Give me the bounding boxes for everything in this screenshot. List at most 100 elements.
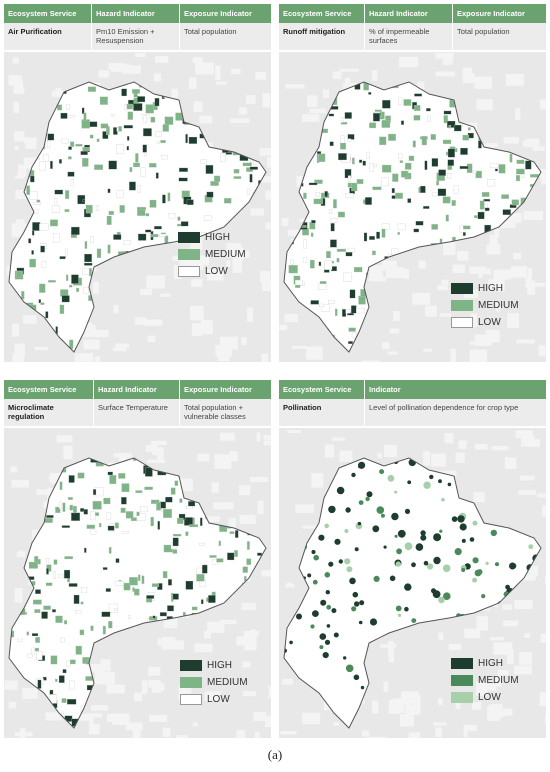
- census-block: [249, 681, 255, 685]
- census-block: [438, 169, 446, 176]
- municipality-boundary: [283, 81, 542, 353]
- census-block: [61, 711, 64, 716]
- census-block: [69, 504, 74, 511]
- census-block: [284, 289, 290, 298]
- census-block: [109, 475, 117, 485]
- census-block: [157, 340, 165, 344]
- urban-block: [295, 504, 314, 513]
- hazard-value: Pm10 Emission + Resuspension: [92, 23, 180, 50]
- census-block: [109, 289, 118, 298]
- census-block: [525, 160, 532, 170]
- census-block: [131, 338, 136, 348]
- urban-block: [383, 681, 389, 693]
- urban-block: [435, 727, 442, 738]
- census-block: [206, 471, 212, 477]
- urban-block: [265, 190, 271, 200]
- legend-swatch: [451, 675, 473, 686]
- census-block: [192, 472, 200, 481]
- census-block: [9, 130, 14, 135]
- crop-parcel: [411, 618, 417, 623]
- census-block: [85, 720, 89, 727]
- crop-parcel: [343, 656, 347, 660]
- census-block: [176, 291, 181, 295]
- census-block: [155, 131, 162, 137]
- census-block: [420, 185, 426, 193]
- census-block: [89, 529, 97, 535]
- urban-block: [332, 71, 342, 80]
- census-block: [47, 133, 55, 141]
- census-block: [28, 561, 38, 569]
- census-block: [251, 338, 254, 345]
- urban-block: [389, 328, 400, 334]
- census-block: [397, 223, 406, 231]
- urban-block: [385, 267, 404, 278]
- crop-parcel: [302, 705, 307, 709]
- urban-block: [263, 435, 271, 440]
- urban-block: [489, 235, 498, 249]
- census-block: [107, 260, 113, 270]
- census-block: [254, 693, 264, 701]
- census-block: [200, 599, 204, 605]
- census-block: [133, 103, 143, 111]
- census-block: [257, 552, 262, 556]
- census-block: [152, 353, 159, 356]
- crop-parcel: [423, 560, 429, 566]
- census-block: [471, 82, 475, 90]
- census-block: [96, 248, 102, 258]
- census-block: [105, 588, 111, 592]
- legend-item-medium: MEDIUM: [451, 297, 519, 314]
- census-block: [303, 143, 309, 153]
- census-block: [515, 232, 519, 240]
- census-block: [89, 268, 92, 277]
- census-block: [324, 191, 328, 197]
- census-block: [220, 152, 226, 162]
- census-block: [373, 163, 377, 168]
- hazard-value: % of impermeable surfaces: [365, 23, 453, 50]
- urban-block: [204, 631, 211, 639]
- census-block: [337, 211, 345, 218]
- census-block: [185, 297, 191, 301]
- census-block: [10, 297, 14, 301]
- census-block: [408, 155, 415, 161]
- census-block: [106, 512, 112, 520]
- census-block: [534, 204, 541, 208]
- census-block: [234, 82, 242, 88]
- urban-block: [8, 701, 17, 709]
- census-block: [77, 472, 85, 479]
- census-block: [46, 558, 50, 565]
- census-block: [88, 121, 98, 128]
- census-block: [64, 620, 68, 625]
- census-block: [431, 78, 437, 81]
- urban-block: [537, 493, 546, 498]
- census-block: [43, 605, 51, 610]
- crop-parcel: [513, 643, 517, 647]
- census-block: [120, 507, 126, 513]
- urban-block: [497, 670, 509, 676]
- census-block: [107, 525, 115, 531]
- census-block: [516, 159, 525, 164]
- census-block: [236, 307, 239, 310]
- crop-parcel: [383, 638, 389, 643]
- census-block: [376, 231, 380, 239]
- crop-parcel: [421, 629, 428, 635]
- census-block: [340, 117, 344, 123]
- municipality-boundary: [8, 457, 267, 729]
- census-block: [229, 490, 238, 498]
- census-block: [40, 302, 45, 305]
- census-block: [129, 167, 133, 173]
- census-block: [139, 650, 146, 659]
- census-block: [538, 303, 541, 313]
- urban-block: [115, 343, 129, 348]
- map-microclimate-regulation: [4, 428, 271, 738]
- census-block: [208, 121, 216, 131]
- census-block: [479, 200, 485, 210]
- census-block: [61, 348, 65, 352]
- census-block: [21, 124, 31, 131]
- census-block: [160, 140, 166, 144]
- census-block: [70, 141, 75, 147]
- census-block: [17, 701, 25, 708]
- urban-block: [160, 293, 171, 297]
- census-block: [398, 153, 403, 159]
- census-block: [81, 107, 85, 115]
- urban-block: [472, 701, 482, 710]
